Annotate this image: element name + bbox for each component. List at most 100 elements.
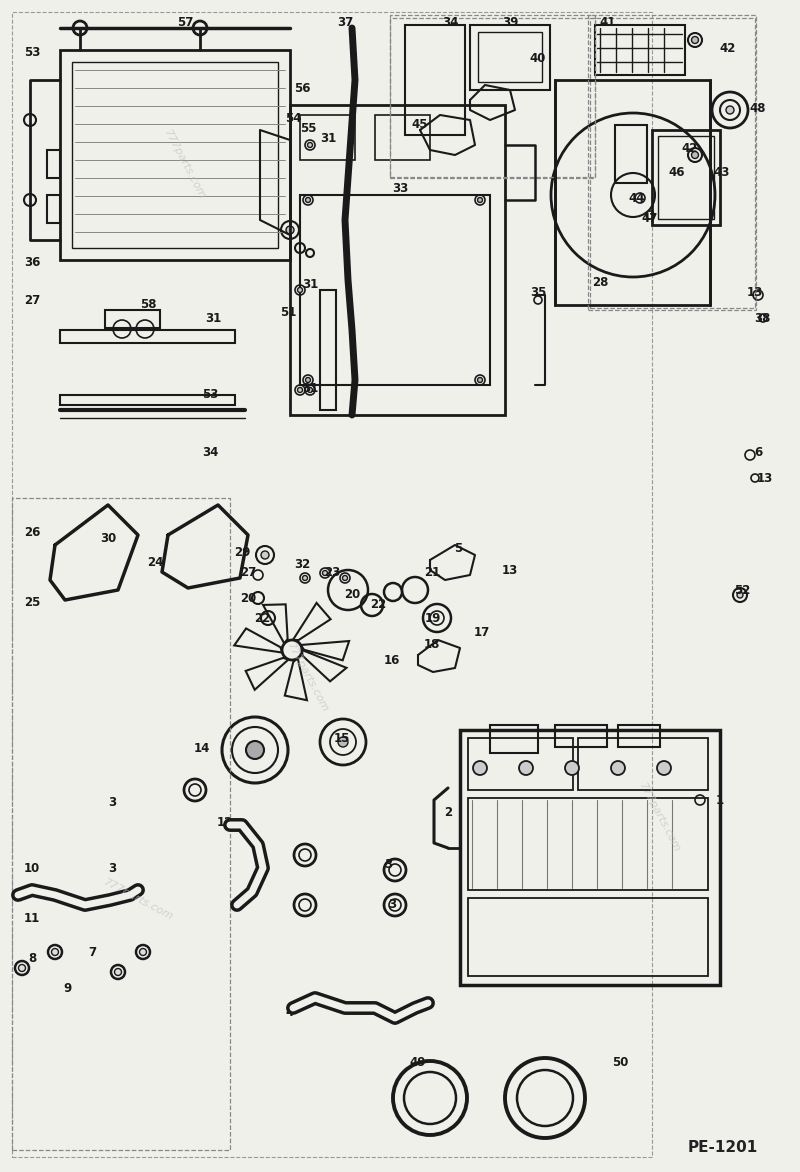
Bar [72,62,278,248]
Bar [588,15,756,311]
Text: 19: 19 [425,612,441,625]
Bar [490,725,538,752]
Bar [320,289,336,410]
Text: 44: 44 [629,191,646,204]
Circle shape [139,948,146,955]
Text: 48: 48 [750,102,766,115]
Text: 36: 36 [24,255,40,268]
Text: 777parts.com: 777parts.com [102,878,174,922]
Text: 29: 29 [234,546,250,559]
Circle shape [519,761,533,775]
Text: 3: 3 [384,859,392,872]
Text: 12: 12 [217,816,233,829]
Text: 50: 50 [612,1056,628,1069]
Bar [47,195,60,223]
Text: 35: 35 [530,286,546,299]
Circle shape [611,761,625,775]
Text: 2: 2 [444,805,452,818]
Text: 9: 9 [64,981,72,995]
Text: 11: 11 [24,912,40,925]
Circle shape [473,761,487,775]
Text: 777parts.com: 777parts.com [638,782,682,854]
Text: 15: 15 [334,731,350,744]
Text: 56: 56 [294,82,310,95]
Text: 4: 4 [286,1006,294,1018]
Text: 8: 8 [28,952,36,965]
Text: 57: 57 [177,15,193,28]
Circle shape [478,377,482,382]
Circle shape [298,287,302,293]
Circle shape [322,571,327,575]
Text: 45: 45 [412,118,428,131]
Text: 55: 55 [300,122,316,135]
Circle shape [691,151,698,158]
Text: 13: 13 [747,286,763,299]
Circle shape [726,105,734,114]
Text: 54: 54 [285,111,302,124]
Text: 777parts.com: 777parts.com [162,129,207,202]
Bar [300,195,490,384]
Bar [618,725,660,747]
Bar [390,18,595,178]
Circle shape [565,761,579,775]
Bar [595,25,685,75]
Circle shape [298,388,302,393]
Circle shape [342,575,347,580]
Text: 34: 34 [442,15,458,28]
Text: 22: 22 [254,612,270,625]
Bar [615,125,647,183]
Text: 52: 52 [734,584,750,597]
Bar [468,738,573,790]
Circle shape [114,968,122,975]
Text: 20: 20 [240,592,256,605]
Text: 41: 41 [600,15,616,28]
Bar [470,25,550,90]
Text: 53: 53 [202,388,218,402]
Circle shape [51,948,58,955]
Circle shape [307,388,313,393]
Bar [375,115,430,161]
Bar [390,15,595,177]
Text: 31: 31 [205,312,221,325]
Bar [60,331,235,343]
Circle shape [307,143,313,148]
Text: 22: 22 [370,599,386,612]
Bar [468,898,708,976]
Text: 5: 5 [454,541,462,554]
Text: 27: 27 [240,566,256,579]
Bar [290,105,505,415]
Text: 3: 3 [108,861,116,874]
Text: 28: 28 [592,275,608,288]
Text: 3: 3 [388,899,396,912]
Text: PE-1201: PE-1201 [688,1140,758,1156]
Text: 37: 37 [337,15,353,28]
Text: 43: 43 [714,165,730,178]
Text: 6: 6 [754,445,762,458]
Text: 18: 18 [424,639,440,652]
Circle shape [306,198,310,203]
Text: 40: 40 [530,52,546,64]
Circle shape [261,551,269,559]
Text: 14: 14 [194,742,210,755]
Text: 17: 17 [474,626,490,639]
Circle shape [246,741,264,759]
Bar [12,498,230,1150]
Text: 13: 13 [757,471,773,484]
Text: 10: 10 [24,861,40,874]
Text: 777parts.com: 777parts.com [286,641,330,715]
Text: 47: 47 [642,211,658,225]
Circle shape [737,592,743,598]
Text: 21: 21 [424,566,440,579]
Circle shape [691,36,698,43]
Bar [658,136,714,219]
Text: 27: 27 [24,293,40,307]
Bar [405,25,465,135]
Bar [578,738,708,790]
Text: 46: 46 [669,165,686,178]
Text: 39: 39 [502,15,518,28]
Text: 42: 42 [720,41,736,55]
Circle shape [306,377,310,382]
Bar [590,18,755,308]
Circle shape [338,737,348,747]
Bar [460,730,720,984]
